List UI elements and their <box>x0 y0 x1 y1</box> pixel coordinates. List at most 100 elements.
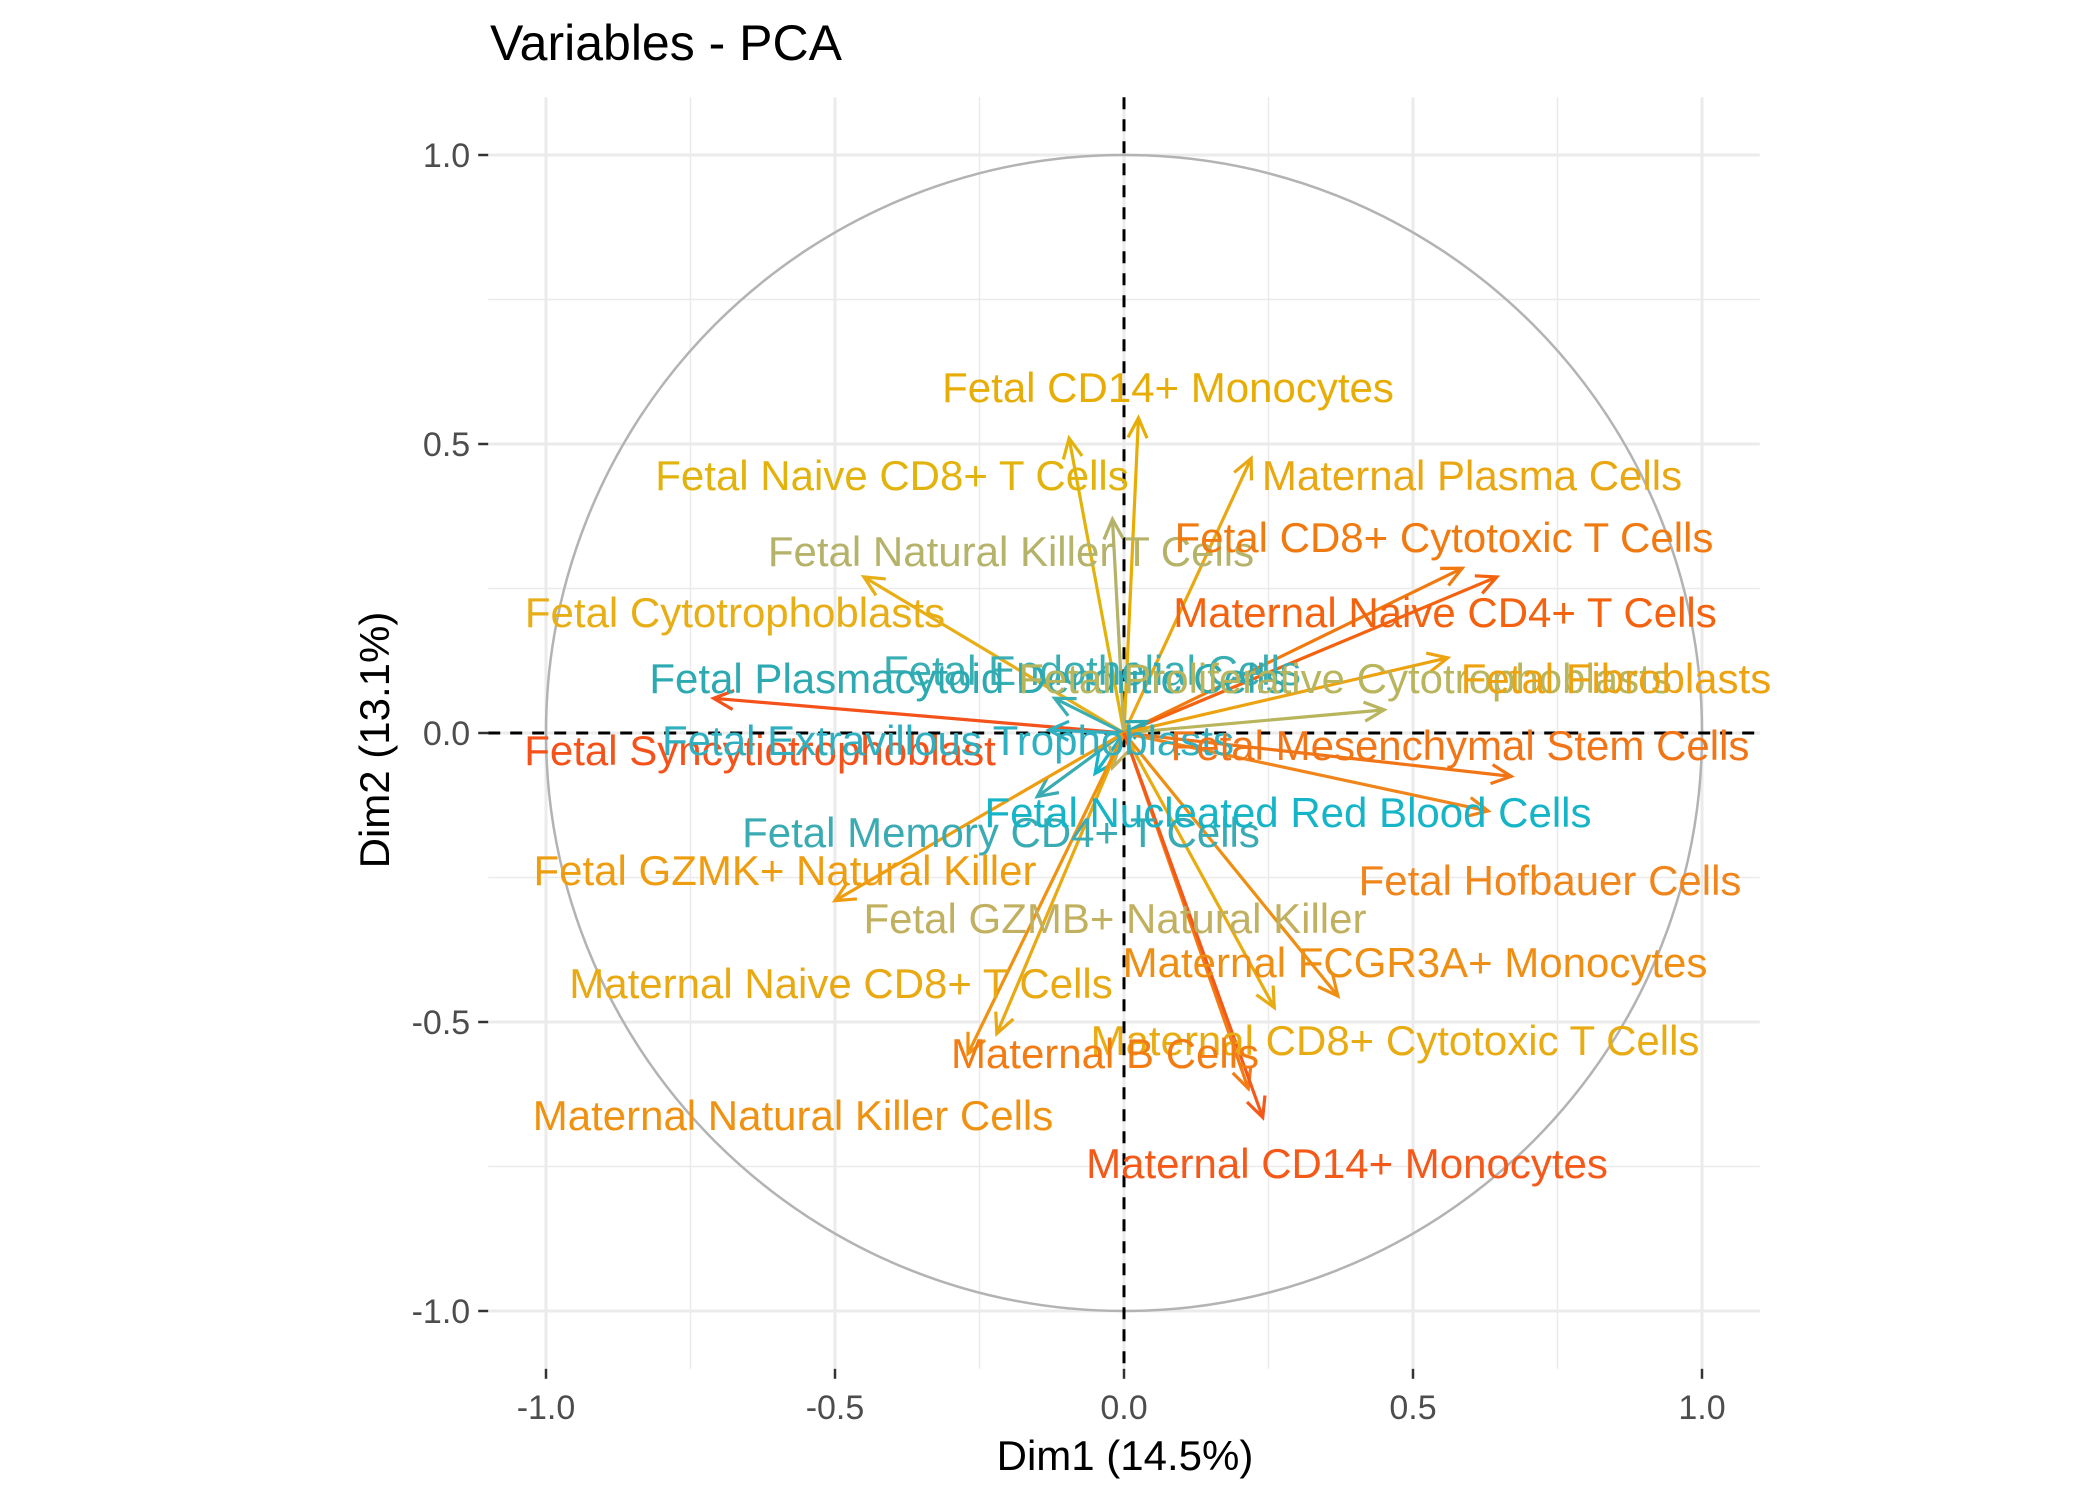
variable-arrow <box>1123 731 1492 818</box>
variable-arrow <box>966 732 1126 1058</box>
arrow-head <box>966 1031 987 1058</box>
x-axis-title: Dim1 (14.5%) <box>996 1432 1254 1479</box>
x-tick-label: -0.5 <box>806 1389 865 1427</box>
variable-arrow <box>1123 731 1515 786</box>
variable-arrow <box>1122 732 1267 1121</box>
variable-arrow <box>994 732 1126 1037</box>
variable-arrow <box>1034 731 1125 799</box>
axes: -1.0 -0.5 0.0 0.5 1.0 -1.0 -0.5 0.0 0.5 1.0 <box>412 137 1726 1427</box>
variable-arrow <box>1123 574 1501 735</box>
variable-label: Fetal CD8+ Cytotoxic T Cells <box>1175 514 1714 561</box>
variable-label: Fetal GZMB+ Natural Killer <box>864 895 1367 942</box>
arrow-head <box>1489 763 1515 786</box>
variable-label: Fetal Mesenchymal Stem Cells <box>1171 722 1750 769</box>
arrow-head <box>1231 1066 1253 1092</box>
arrow-shaft <box>1036 731 1125 798</box>
arrow-shaft <box>834 731 1125 903</box>
arrow-head <box>1102 515 1125 541</box>
arrow-shaft <box>1123 731 1489 813</box>
reference-lines <box>488 97 1760 1369</box>
arrow-head <box>1440 566 1466 587</box>
variable-arrow <box>1122 414 1149 734</box>
arrow-shaft <box>1123 656 1449 735</box>
arrow-shaft <box>1123 566 1463 735</box>
variable-labels: Fetal CD14+ Monocytes Fetal Naive CD8+ T … <box>524 364 1771 1187</box>
arrow-head <box>1474 574 1501 595</box>
variable-label: Maternal Naive CD8+ T Cells <box>569 960 1113 1007</box>
arrow-shaft <box>1122 732 1265 1118</box>
variable-label: Fetal Plasmacytoid Dendritic Cells <box>649 655 1286 702</box>
arrow-head <box>1051 696 1077 717</box>
arrow-head <box>831 881 858 903</box>
y-tick-label: -0.5 <box>412 1004 471 1042</box>
variable-label: Maternal Natural Killer Cells <box>533 1092 1054 1139</box>
variable-label: Maternal FCGR3A+ Monocytes <box>1123 939 1708 986</box>
variable-label: Maternal B Cells <box>951 1030 1259 1077</box>
arrow-head <box>1034 776 1060 799</box>
variable-label: Fetal Extravillous Trophoblasts <box>662 717 1234 764</box>
variable-label: Fetal Fibroblasts <box>1461 655 1771 702</box>
variable-label: Fetal Syncytiotrophoblast <box>524 727 996 774</box>
chart-title: Variables - PCA <box>490 15 842 71</box>
arrow-shaft <box>1067 437 1126 734</box>
variable-arrow <box>1123 566 1466 735</box>
arrow-shaft <box>1048 728 1125 735</box>
y-tick-label: 0.0 <box>423 715 470 753</box>
arrow-shaft <box>1122 732 1276 1009</box>
arrow-shaft <box>863 575 1125 735</box>
variable-arrow <box>1122 731 1341 999</box>
variable-label: Fetal Cytotrophoblasts <box>525 589 945 636</box>
variable-arrow <box>831 731 1125 903</box>
x-tick-label: 1.0 <box>1678 1389 1725 1427</box>
variable-label: Maternal CD8+ Cytotoxic T Cells <box>1091 1017 1700 1064</box>
variable-arrow <box>1102 515 1126 734</box>
arrow-shaft <box>1122 731 1340 997</box>
variable-label: Fetal Nucleated Red Blood Cells <box>985 789 1592 836</box>
arrow-head <box>1466 796 1492 818</box>
arrow-head <box>1317 974 1341 999</box>
variable-label: Maternal CD14+ Monocytes <box>1086 1140 1608 1187</box>
y-axis-title: Dim2 (13.1%) <box>351 611 398 869</box>
arrow-shaft <box>1123 575 1498 735</box>
x-tick-label: 0.0 <box>1100 1389 1147 1427</box>
variable-label: Fetal Endothelial Cells <box>883 647 1301 694</box>
variable-label: Fetal Proliferative Cytotrophoblasts <box>1018 655 1672 702</box>
arrow-head <box>1255 985 1277 1011</box>
arrow-head <box>1108 745 1129 772</box>
arrow-shaft <box>966 732 1126 1055</box>
y-tick-label: 1.0 <box>423 137 470 175</box>
arrow-head <box>709 688 735 711</box>
arrow-shaft <box>1123 731 1512 778</box>
arrow-head <box>1233 455 1254 481</box>
arrow-shaft <box>1053 696 1125 735</box>
variable-label: Fetal Naive CD8+ T Cells <box>655 452 1128 499</box>
y-tick-label: 0.5 <box>423 426 470 464</box>
arrow-shaft <box>1110 519 1126 734</box>
arrow-head <box>994 1011 1015 1037</box>
arrow-head <box>1045 719 1070 742</box>
variable-label: Fetal GZMK+ Natural Killer <box>534 847 1037 894</box>
variable-arrow <box>1122 732 1277 1011</box>
arrow-shaft <box>1123 708 1385 735</box>
variable-label: Fetal Natural Killer T Cells <box>768 528 1254 575</box>
variable-label: Fetal CD14+ Monocytes <box>942 364 1394 411</box>
arrow-head <box>1245 1095 1267 1121</box>
arrow-shaft <box>1122 417 1141 734</box>
y-tick-label: -1.0 <box>412 1293 471 1331</box>
arrow-shaft <box>1122 457 1253 734</box>
variable-label: Maternal Naive CD4+ T Cells <box>1173 589 1717 636</box>
arrow-head <box>860 575 886 597</box>
variable-label: Fetal Hofbauer Cells <box>1359 857 1742 904</box>
arrow-head <box>1425 651 1452 673</box>
arrow-head <box>1126 414 1149 439</box>
x-tick-label: -1.0 <box>517 1389 576 1427</box>
arrow-head <box>1362 700 1388 723</box>
arrow-head <box>1061 434 1084 460</box>
x-tick-label: 0.5 <box>1389 1389 1436 1427</box>
variable-arrow <box>1051 696 1125 735</box>
variable-arrow <box>1123 700 1388 735</box>
variable-arrows <box>709 414 1515 1121</box>
variable-label: Fetal Memory CD4+ T Cells <box>742 809 1260 856</box>
